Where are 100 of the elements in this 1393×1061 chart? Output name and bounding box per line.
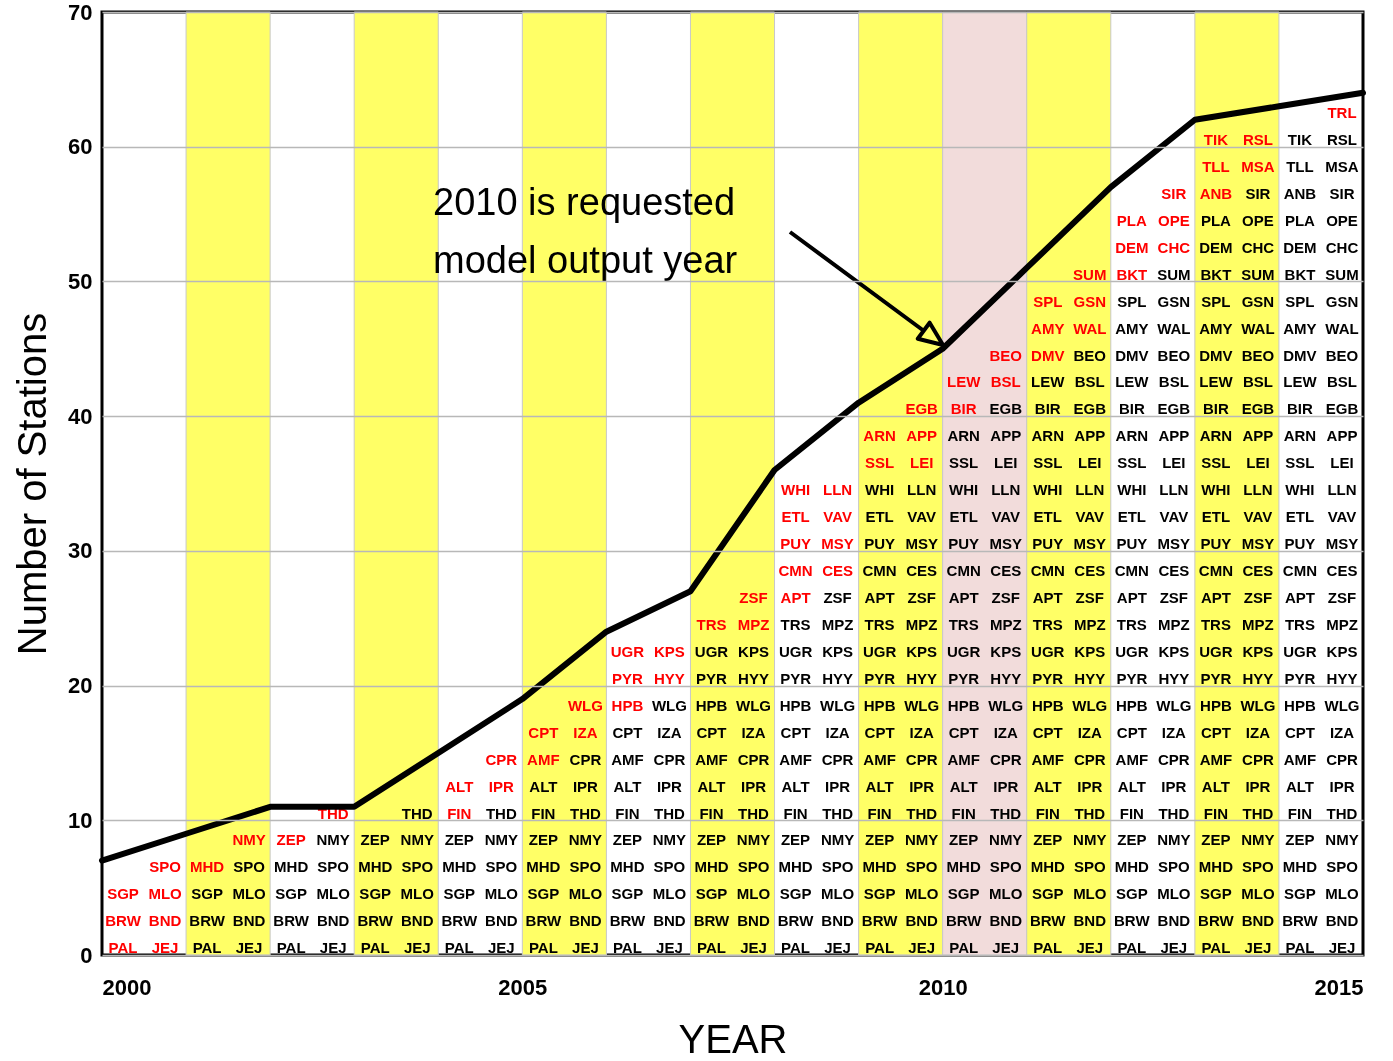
annotation: ALT — [445, 777, 474, 795]
annotation: AMF — [1031, 750, 1064, 768]
annotation: MPZ — [1242, 615, 1274, 633]
annotation: VAV — [823, 508, 852, 526]
annotation: ANB — [1199, 184, 1233, 202]
annotation: BEO — [1241, 346, 1275, 364]
annotation: ZEP — [865, 831, 895, 849]
annotation: SGP — [779, 885, 812, 903]
annotation: WLG — [1240, 696, 1276, 714]
annotation: BIR — [1118, 400, 1145, 418]
annotation: NMY — [1073, 831, 1107, 849]
annotation: APP — [990, 427, 1022, 445]
annotation: MHD — [1030, 858, 1065, 876]
annotation: BIR — [1287, 400, 1314, 418]
y-tick-label: 50 — [68, 268, 93, 294]
annotation: ETL — [1033, 508, 1062, 526]
annotation: GSN — [1157, 292, 1191, 310]
y-axis-title: Number of Stations — [10, 312, 55, 656]
annotation: SPO — [233, 858, 266, 876]
annotation: KPS — [654, 642, 685, 660]
annotation: WHI — [1201, 481, 1231, 499]
annotation: JEJ — [235, 939, 263, 957]
annotation: SGP — [1284, 885, 1316, 903]
annotation: CMN — [1282, 562, 1318, 580]
annotation: TRS — [1284, 615, 1315, 633]
annotation: BIR — [950, 400, 977, 418]
annotation: OPE — [1242, 211, 1274, 229]
annotation: BRW — [1282, 912, 1319, 930]
annotation: MPZ — [989, 615, 1022, 633]
annotation: JEJ — [824, 939, 851, 957]
annotation: CPR — [1158, 750, 1190, 768]
annotation: SPO — [401, 858, 434, 876]
annotation: APP — [1074, 427, 1106, 445]
annotation: ARN — [947, 427, 980, 445]
annotation: TRS — [780, 615, 811, 633]
annotation: FIN — [1203, 804, 1228, 822]
annotation: ZEP — [696, 831, 727, 849]
annotation: WHI — [949, 481, 979, 499]
annotation: LEW — [1115, 373, 1150, 391]
annotation: ZEP — [444, 831, 474, 849]
annotation: APP — [1242, 427, 1274, 445]
annotation: BND — [1325, 912, 1359, 930]
annotation: IPR — [1245, 777, 1271, 795]
annotation: CES — [822, 562, 854, 580]
annotation: MLO — [1157, 885, 1191, 903]
annotation: MSY — [989, 535, 1022, 553]
annotation: SGP — [863, 885, 896, 903]
annotation: SPL — [1201, 292, 1231, 310]
annotation: CMN — [1198, 562, 1233, 580]
annotation: ALT — [781, 777, 810, 795]
annotation: WLG — [736, 696, 772, 714]
annotation: GSN — [1241, 292, 1275, 310]
annotation: SUM — [1241, 265, 1275, 283]
annotation: ZSF — [739, 589, 768, 607]
annotation: UGR — [694, 642, 729, 660]
annotation: ARN — [863, 427, 896, 445]
annotation: THD — [822, 804, 854, 822]
annotation: FIN — [531, 804, 556, 822]
annotation: DEM — [1283, 238, 1317, 256]
annotation: LEW — [1031, 373, 1066, 391]
annotation: MPZ — [1326, 615, 1358, 633]
annotation: NMY — [652, 831, 687, 849]
annotation: KPS — [822, 642, 854, 660]
annotation: SGP — [359, 885, 392, 903]
annotation: ETL — [781, 508, 810, 526]
annotation: DEM — [1115, 238, 1149, 256]
annotation: CPR — [1073, 750, 1106, 768]
annotation: CPR — [485, 750, 518, 768]
annotation: PAL — [444, 939, 474, 957]
annotation: SPL — [1033, 292, 1063, 310]
annotation: HPB — [863, 696, 896, 714]
annotation: BRW — [693, 912, 731, 930]
annotation: CPR — [821, 750, 854, 768]
annotation: PAL — [865, 939, 895, 957]
annotation: FIN — [1287, 804, 1313, 822]
annotation: BND — [569, 912, 602, 930]
annotation: EGB — [1157, 400, 1191, 418]
annotation: WHI — [1285, 481, 1315, 499]
annotation: AMF — [611, 750, 644, 768]
annotation: THD — [401, 804, 433, 822]
annotation: SPO — [821, 858, 854, 876]
annotation: PYR — [1116, 669, 1148, 687]
annotation: HYY — [1242, 669, 1274, 687]
annotation: TRS — [1032, 615, 1063, 633]
annotation: HPB — [1031, 696, 1064, 714]
annotation: SPO — [905, 858, 938, 876]
annotation: AMF — [1199, 750, 1233, 768]
annotation: LEI — [1162, 454, 1186, 472]
annotation: CPT — [780, 723, 811, 741]
annotation: NMY — [484, 831, 518, 849]
annotation: UGR — [947, 642, 981, 660]
annotation: IPR — [656, 777, 683, 795]
annotation: PAL — [612, 939, 642, 957]
annotation: MSY — [821, 535, 854, 553]
annotation: APT — [1284, 589, 1315, 607]
annotation: WLG — [904, 696, 940, 714]
annotation: SPO — [737, 858, 770, 876]
annotation: JEJ — [319, 939, 347, 957]
annotation: NMY — [904, 831, 939, 849]
annotation: MLO — [232, 885, 267, 903]
